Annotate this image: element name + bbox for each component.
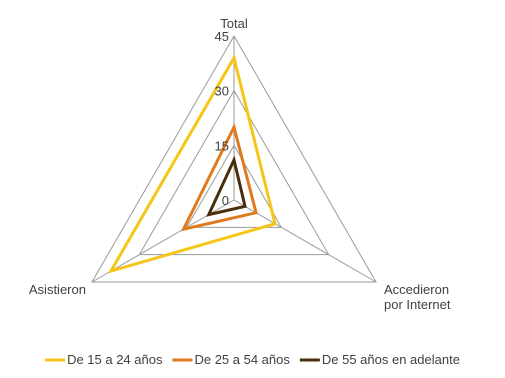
category-label-2: Accedieron por Internet (384, 282, 451, 312)
series-line-1 (107, 53, 277, 274)
tick-label-0: 0 (222, 193, 229, 208)
grid-ring-30 (138, 89, 330, 256)
radar-series (107, 53, 277, 274)
series-line-2 (180, 122, 258, 232)
grid-ring-15 (185, 144, 283, 228)
radial-ticks: 0 15 30 45 (215, 29, 229, 208)
legend-item-3: De 55 años en adelante (299, 352, 460, 367)
grid-ring-45 (91, 35, 377, 283)
legend-item-2: De 25 a 54 años (172, 352, 290, 367)
tick-label-15: 15 (215, 138, 229, 153)
tick-label-45: 45 (215, 29, 229, 44)
category-label-3: Asistieron (29, 282, 86, 297)
tick-label-30: 30 (215, 84, 229, 99)
category-label-1: Total (220, 16, 248, 31)
legend: De 15 a 24 años De 25 a 54 años De 55 años… (45, 352, 460, 367)
legend-label-3: De 55 años en adelante (322, 352, 460, 367)
series-line-3 (206, 155, 247, 217)
legend-item-1: De 15 a 24 años (45, 352, 163, 367)
legend-label-2: De 25 a 54 años (194, 352, 290, 367)
legend-label-1: De 15 a 24 años (67, 352, 163, 367)
category-labels: Total Accedieron por Internet Asistieron (29, 16, 451, 312)
